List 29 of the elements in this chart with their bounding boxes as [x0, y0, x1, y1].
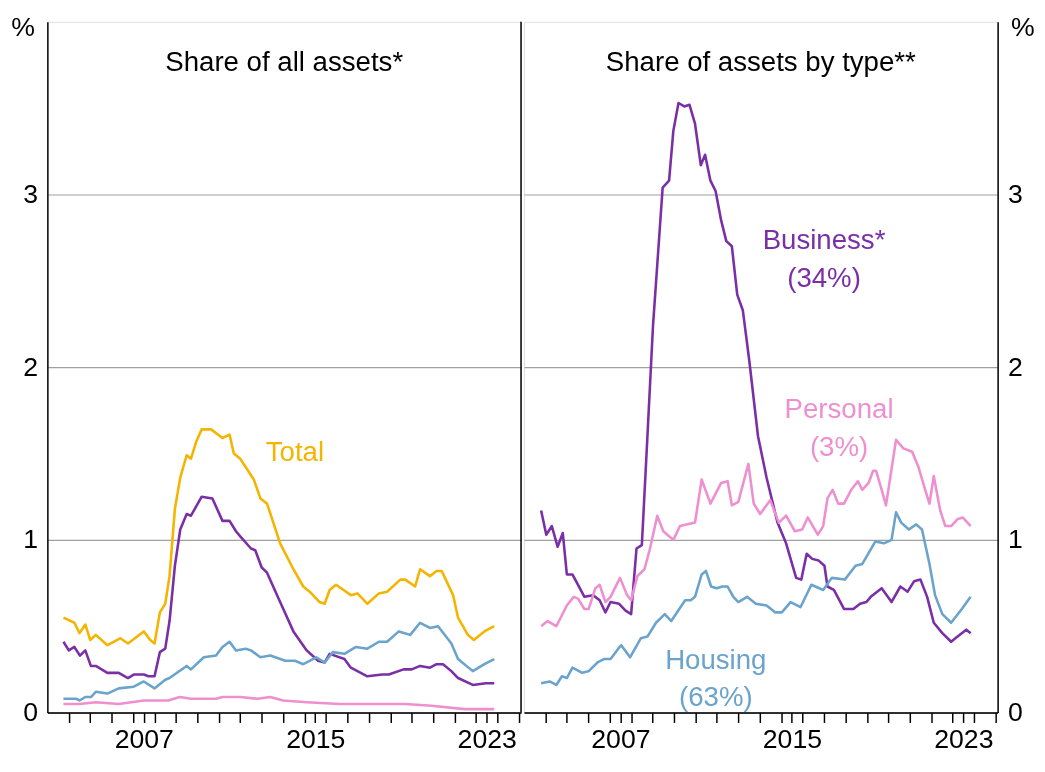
text: Share of assets by type** [605, 46, 917, 78]
x-tick-label: 2015 [762, 723, 822, 754]
x-tick-label: 2023 [457, 723, 517, 754]
line-series [539, 101, 972, 644]
series-label: Total [265, 436, 325, 468]
y-axis-title: % [11, 12, 36, 43]
line-series [62, 621, 496, 702]
series-label: Housing (63%) [665, 643, 767, 713]
line-series [539, 510, 972, 687]
y-tick-label: 0 [23, 696, 38, 727]
y-tick-label: 3 [23, 178, 38, 209]
line-series [62, 428, 496, 647]
line-series [539, 438, 972, 628]
y-tick-label: 2 [1008, 351, 1023, 382]
series-label: Business* (34%) [762, 224, 886, 293]
text: Share of all assets* [165, 46, 404, 78]
x-tick-label: 2015 [286, 723, 346, 754]
y-axis-title: % [1010, 12, 1035, 43]
x-tick-label: 2023 [934, 723, 994, 754]
y-tick-label: 1 [1008, 524, 1023, 555]
y-tick-label: 1 [23, 524, 38, 555]
y-tick-label: 2 [23, 351, 38, 382]
x-tick-label: 2007 [591, 723, 651, 754]
line-series [62, 695, 496, 711]
x-tick-label: 2007 [114, 723, 174, 754]
y-tick-label: 0 [1008, 696, 1023, 727]
series-label: Personal (3%) [784, 393, 894, 462]
line-series [62, 495, 496, 687]
y-tick-label: 3 [1008, 178, 1023, 209]
